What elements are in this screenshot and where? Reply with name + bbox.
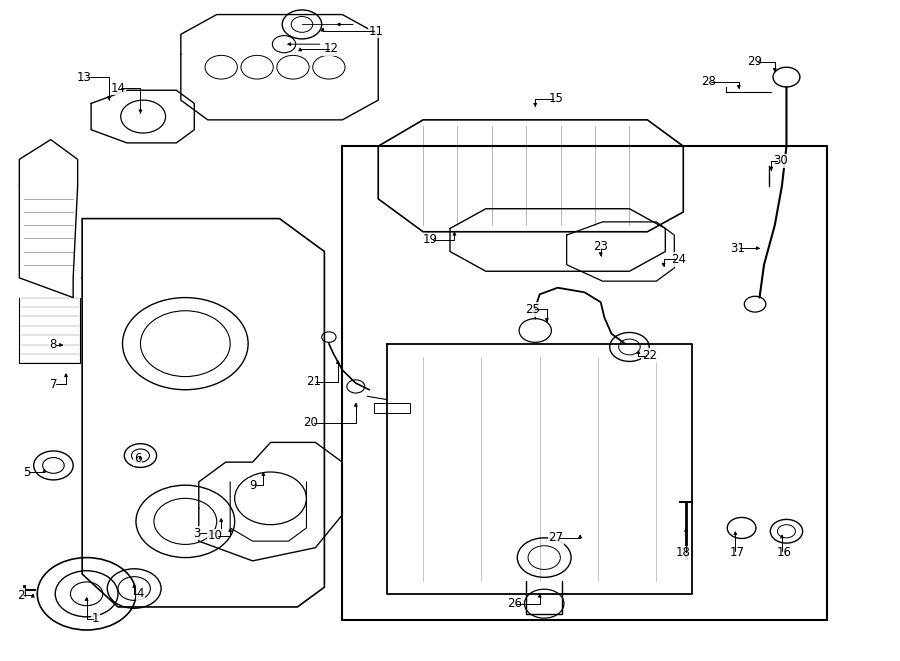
Text: 8: 8 [50, 338, 57, 352]
Text: 19: 19 [423, 233, 437, 246]
Text: 15: 15 [548, 93, 563, 105]
Text: 12: 12 [324, 42, 339, 56]
Text: 13: 13 [76, 71, 92, 83]
Text: 30: 30 [773, 154, 788, 167]
Text: 16: 16 [777, 547, 791, 559]
Text: 26: 26 [507, 597, 522, 610]
Text: 24: 24 [671, 253, 687, 266]
Text: 20: 20 [303, 416, 319, 429]
Text: 17: 17 [730, 547, 744, 559]
Text: 28: 28 [701, 75, 716, 88]
Text: 25: 25 [525, 303, 540, 316]
Text: 31: 31 [730, 242, 744, 254]
Text: 7: 7 [50, 378, 58, 391]
Text: 2: 2 [17, 588, 25, 602]
Bar [374, 403, 410, 412]
Text: 18: 18 [676, 547, 690, 559]
Text: 21: 21 [306, 375, 321, 389]
Text: 5: 5 [22, 465, 31, 479]
Text: 4: 4 [137, 587, 144, 600]
Text: 29: 29 [748, 56, 762, 69]
Bar [342, 146, 827, 620]
Text: 14: 14 [111, 82, 125, 95]
Text: 9: 9 [249, 479, 256, 492]
Text: 27: 27 [548, 531, 563, 545]
Text: 10: 10 [208, 529, 222, 543]
Text: 6: 6 [134, 452, 141, 465]
Text: 3: 3 [194, 527, 201, 540]
Text: 1: 1 [92, 612, 99, 625]
Text: 11: 11 [369, 24, 384, 38]
Text: 23: 23 [593, 240, 608, 253]
Text: 22: 22 [642, 349, 657, 362]
